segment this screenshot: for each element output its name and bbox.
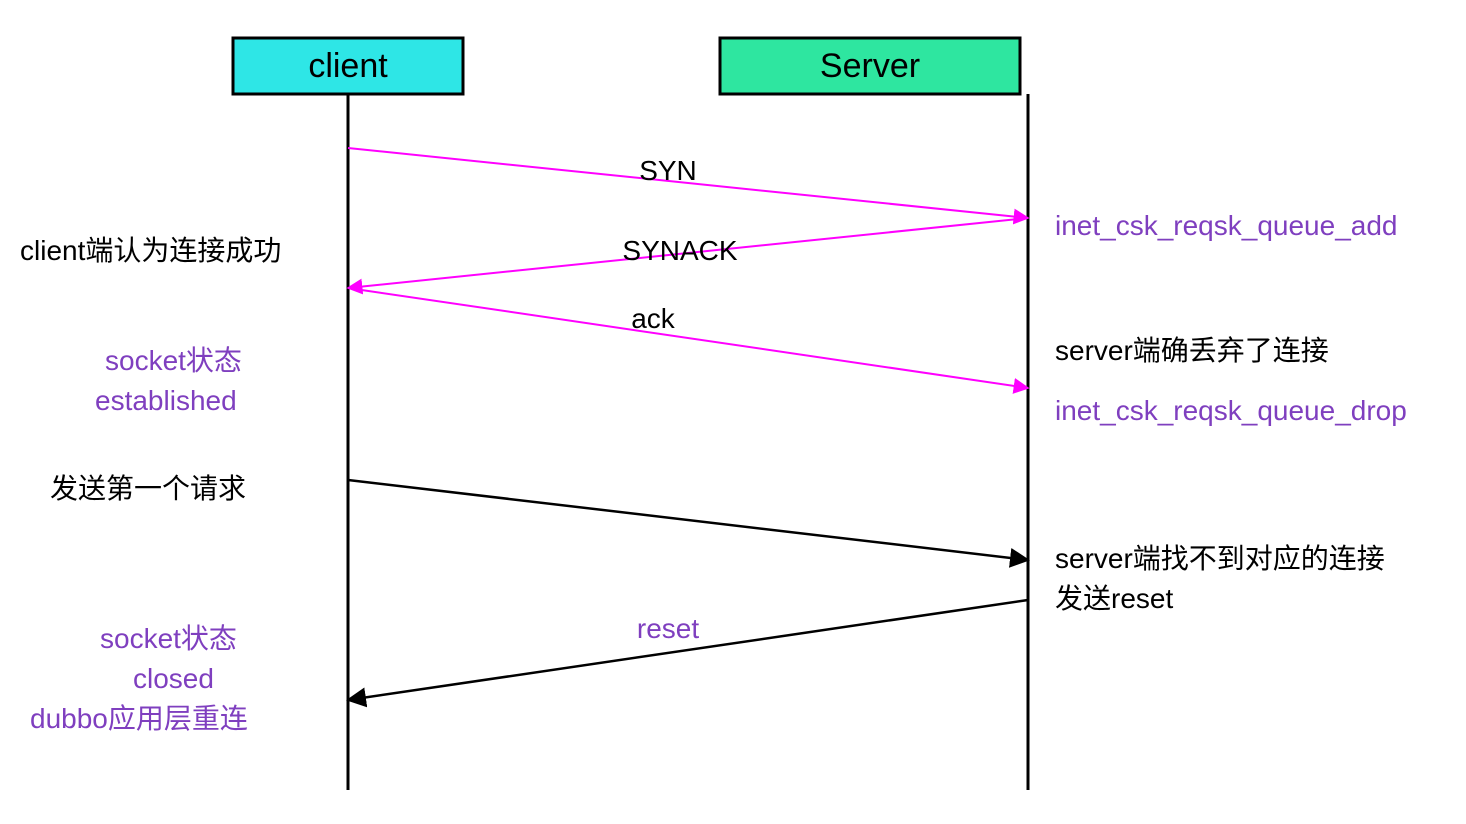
annotation-first-request: 发送第一个请求 [50, 473, 246, 504]
annotation-socket-established-1: socket状态 [105, 345, 242, 376]
lifeline-server-label: Server [820, 47, 920, 85]
messages: SYN SYNACK ack reset [348, 148, 1028, 700]
message-label-syn: SYN [639, 155, 697, 186]
annotation-server-no-conn-2: 发送reset [1055, 583, 1173, 614]
lifeline-client: client [233, 38, 463, 790]
annotation-server-drop-conn: server端确丢弃了连接 [1055, 335, 1329, 366]
lifeline-server: Server [720, 38, 1028, 790]
annotation-client-conn-success: client端认为连接成功 [20, 235, 281, 266]
message-label-synack: SYNACK [622, 235, 737, 266]
annotation-server-no-conn-1: server端找不到对应的连接 [1055, 543, 1385, 574]
message-arrow-ack [348, 288, 1028, 388]
message-label-reset: reset [637, 613, 699, 644]
annotation-dubbo-reconnect: dubbo应用层重连 [30, 703, 248, 734]
annotation-socket-closed-2: closed [133, 663, 214, 694]
sequence-diagram: client Server SYN SYNACK ack reset client端认… [0, 0, 1466, 824]
message-label-ack: ack [631, 303, 676, 334]
annotations: client端认为连接成功 socket状态 established 发送第一个请求 s… [20, 210, 1407, 734]
annotation-socket-closed-1: socket状态 [100, 623, 237, 654]
message-arrow-request [348, 480, 1028, 560]
annotation-queue-drop: inet_csk_reqsk_queue_drop [1055, 395, 1407, 426]
annotation-socket-established-2: established [95, 385, 237, 416]
lifeline-client-label: client [308, 47, 388, 85]
annotation-queue-add: inet_csk_reqsk_queue_add [1055, 210, 1397, 241]
